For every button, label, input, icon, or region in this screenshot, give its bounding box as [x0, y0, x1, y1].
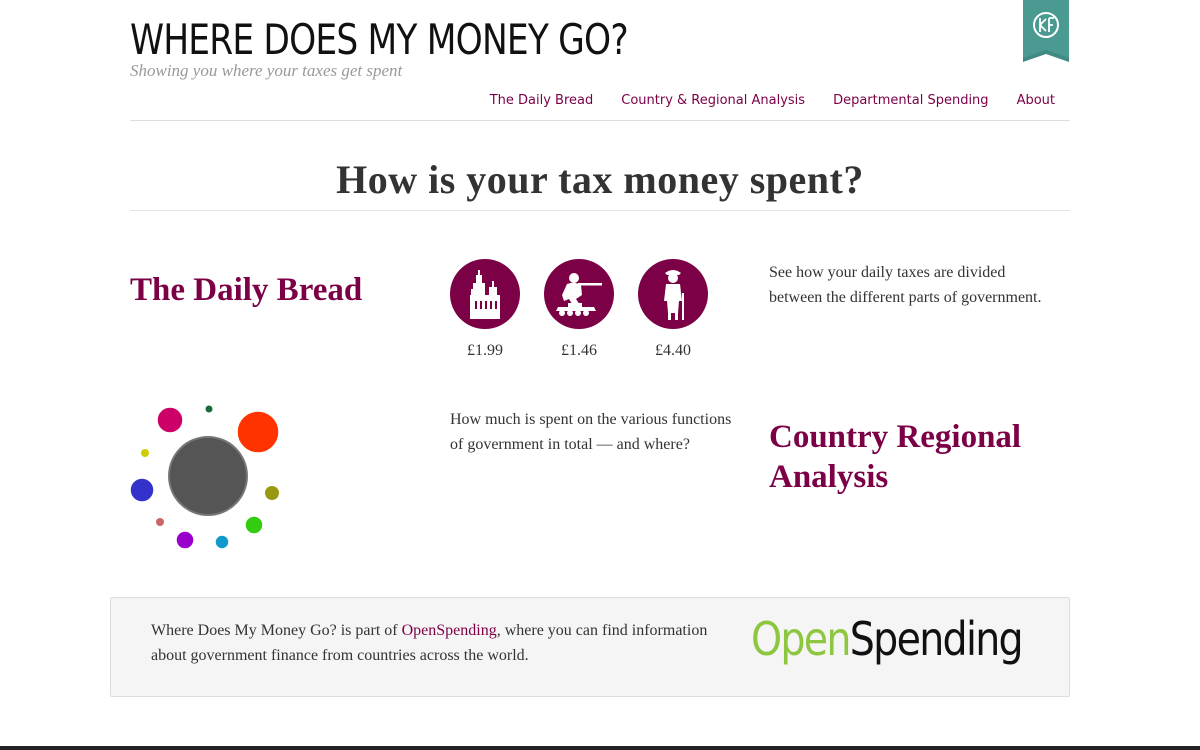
bubble	[156, 406, 184, 434]
nav-item-country-regional[interactable]: Country & Regional Analysis	[621, 93, 806, 108]
openspending-footer: Where Does My Money Go? is part of OpenS…	[110, 597, 1070, 697]
daily-bread-value: £1.46	[561, 342, 597, 359]
bubble	[244, 515, 264, 535]
soldier-icon	[544, 259, 614, 329]
daily-bread-description: See how your daily taxes are divided bet…	[769, 264, 1042, 306]
openspending-logo[interactable]: OpenSpending	[751, 612, 1024, 666]
bubble	[214, 534, 230, 550]
bubble	[156, 518, 164, 526]
nav-item-daily-bread[interactable]: The Daily Bread	[489, 93, 594, 108]
parliament-icon	[450, 259, 520, 329]
footer-text-before: Where Does My Money Go? is part of	[151, 622, 402, 639]
nav-divider	[130, 120, 1070, 121]
country-regional-title[interactable]: Country Regional Analysis	[769, 419, 1022, 495]
daily-bread-title[interactable]: The Daily Bread	[130, 272, 363, 308]
bubble	[168, 436, 248, 516]
main-nav: The Daily Bread Country & Regional Analy…	[490, 93, 1055, 108]
regional-description: How much is spent on the various functio…	[450, 411, 732, 453]
bubble	[265, 486, 279, 500]
bottom-bar	[0, 746, 1200, 750]
openspending-link[interactable]: OpenSpending	[401, 622, 497, 639]
okf-ribbon-icon[interactable]	[1023, 0, 1069, 62]
regional-bubbles-graphic[interactable]	[125, 400, 285, 560]
page-title: How is your tax money spent?	[336, 157, 864, 202]
nav-item-about[interactable]: About	[1016, 93, 1055, 108]
daily-bread-value: £4.40	[655, 342, 691, 359]
daily-bread-item-defence[interactable]: £1.46	[544, 259, 614, 360]
daily-bread-value: £1.99	[467, 342, 503, 359]
site-title[interactable]: WHERE DOES MY MONEY GO?	[130, 15, 629, 64]
heading-divider	[130, 210, 1070, 211]
bubble	[141, 449, 149, 457]
elderly-person-icon	[638, 259, 708, 329]
daily-bread-item-pensions[interactable]: £4.40	[638, 259, 708, 360]
site-tagline: Showing you where your taxes get spent	[130, 61, 403, 80]
logo-spending-text: Spending	[849, 612, 1024, 666]
bubble	[129, 477, 155, 503]
daily-bread-item-parliament[interactable]: £1.99	[450, 259, 520, 360]
footer-text-after: , where you can find information about g…	[151, 622, 708, 664]
nav-item-departmental[interactable]: Departmental Spending	[833, 93, 989, 108]
bubble	[205, 405, 213, 413]
logo-open-text: Open	[751, 612, 852, 666]
bubble	[175, 530, 195, 550]
footer-text: Where Does My Money Go? is part of OpenS…	[151, 618, 711, 668]
bubble	[236, 410, 280, 454]
